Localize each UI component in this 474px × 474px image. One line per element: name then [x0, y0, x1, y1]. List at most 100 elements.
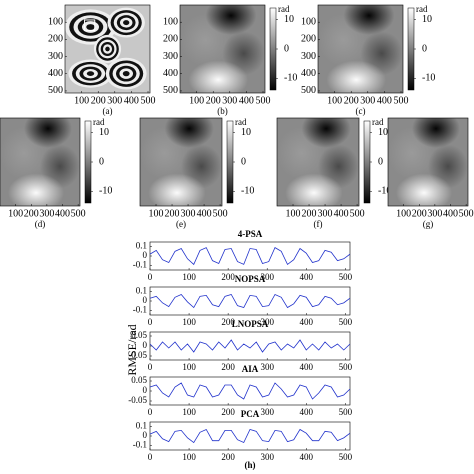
y-tick-label: 400 [301, 68, 316, 79]
image-frame [64, 4, 151, 94]
colorbar [84, 120, 92, 204]
panel-caption: (e) [176, 219, 186, 229]
panel-caption: (h) [245, 460, 256, 470]
colorbar-tick-label: 0 [241, 156, 246, 167]
colorbar-tick-label: 10 [241, 127, 251, 138]
y-tick-label: 400 [163, 68, 178, 79]
colorbar-tick-label: -10 [422, 73, 435, 84]
colorbar-label: rad [416, 4, 428, 14]
colorbar-label: rad [372, 117, 384, 127]
x-tick-label: 400 [300, 407, 314, 417]
x-tick-label: 500 [339, 272, 353, 282]
y-axis-label: RMSE/rad [125, 324, 139, 375]
y-tick-label: 500 [301, 85, 316, 96]
x-tick-label: 300 [318, 208, 333, 219]
colorbar-tick-label: 0 [422, 43, 427, 54]
colorbar [407, 7, 415, 91]
y-tick-label: 200 [48, 34, 63, 45]
y-tick-label: 0 [143, 250, 148, 260]
y-tick-label: -0.1 [133, 439, 147, 449]
image [180, 5, 265, 93]
rmse-line [149, 293, 351, 309]
colorbar-tick-label: 10 [284, 14, 294, 25]
phase-region [343, 5, 395, 35]
fringe [86, 24, 95, 30]
x-tick-label: 300 [427, 208, 442, 219]
fringe [123, 20, 130, 26]
x-tick-label: 200 [24, 208, 39, 219]
y-tick-label: 200 [163, 34, 178, 45]
x-tick-label: 100 [74, 95, 89, 106]
x-tick-label: 0 [148, 272, 153, 282]
x-tick-label: 300 [260, 317, 274, 327]
subplot-title: LNOPSA [232, 319, 269, 329]
x-tick-label: 500 [213, 208, 228, 219]
colorbar-label: rad [235, 117, 247, 127]
plot-frame [149, 286, 351, 316]
image [318, 5, 403, 93]
y-tick-label: 0 [143, 340, 148, 350]
subplot-title: NOPSA [235, 274, 266, 284]
x-tick-label: 100 [182, 317, 196, 327]
x-tick-label: 200 [221, 407, 235, 417]
y-tick-label: 200 [301, 34, 316, 45]
panel-caption: (b) [217, 106, 228, 116]
rmse-line [149, 247, 351, 266]
x-tick-label: 0 [148, 362, 153, 372]
y-tick-label: 300 [163, 51, 178, 62]
x-tick-label: 400 [300, 362, 314, 372]
x-tick-label: 100 [182, 272, 196, 282]
x-tick-label: 500 [141, 95, 156, 106]
subplot-title: AIA [242, 364, 259, 374]
image-frame [317, 4, 404, 94]
phase-region [326, 60, 386, 93]
phase-region [188, 60, 248, 93]
x-tick-label: 200 [221, 452, 235, 462]
image [0, 118, 80, 206]
phase-region [301, 118, 351, 148]
image [388, 118, 468, 206]
fringe [86, 71, 95, 76]
colorbar [363, 120, 371, 204]
y-tick-label: 400 [48, 68, 63, 79]
x-tick-label: 200 [221, 362, 235, 372]
y-tick-label: 0.1 [136, 421, 147, 431]
image [65, 5, 150, 93]
plot-frame [149, 331, 351, 361]
x-tick-label: 400 [300, 272, 314, 282]
phase-region [8, 173, 64, 206]
x-tick-label: 500 [339, 452, 353, 462]
y-tick-label: 0 [143, 430, 148, 440]
x-tick-label: 400 [334, 208, 349, 219]
x-tick-label: 400 [377, 95, 392, 106]
x-tick-label: 500 [339, 407, 353, 417]
image [277, 118, 359, 206]
x-tick-label: 200 [91, 95, 106, 106]
x-tick-label: 0 [148, 452, 153, 462]
subplot-title: PCA [241, 409, 260, 419]
colorbar-tick-label: 0 [99, 156, 104, 167]
x-tick-label: 500 [350, 208, 365, 219]
x-tick-label: 400 [197, 208, 212, 219]
subplot-title: 4-PSA [238, 229, 263, 239]
x-tick-label: 500 [339, 362, 353, 372]
plot-frame [149, 241, 351, 271]
colorbar [269, 7, 277, 91]
x-tick-label: 200 [302, 208, 317, 219]
x-tick-label: 0 [148, 317, 153, 327]
y-tick-label: -0.1 [133, 259, 147, 269]
x-tick-label: 300 [360, 95, 375, 106]
x-tick-label: 300 [260, 272, 274, 282]
image-panel: 100 200 300 400 500100200300400500(b)rad100-… [163, 4, 297, 116]
phase-region [24, 118, 72, 148]
y-tick-label: 100 [163, 16, 178, 27]
x-tick-label: 400 [300, 317, 314, 327]
y-tick-label: 0.05 [131, 375, 147, 385]
x-tick-label: 500 [71, 208, 86, 219]
